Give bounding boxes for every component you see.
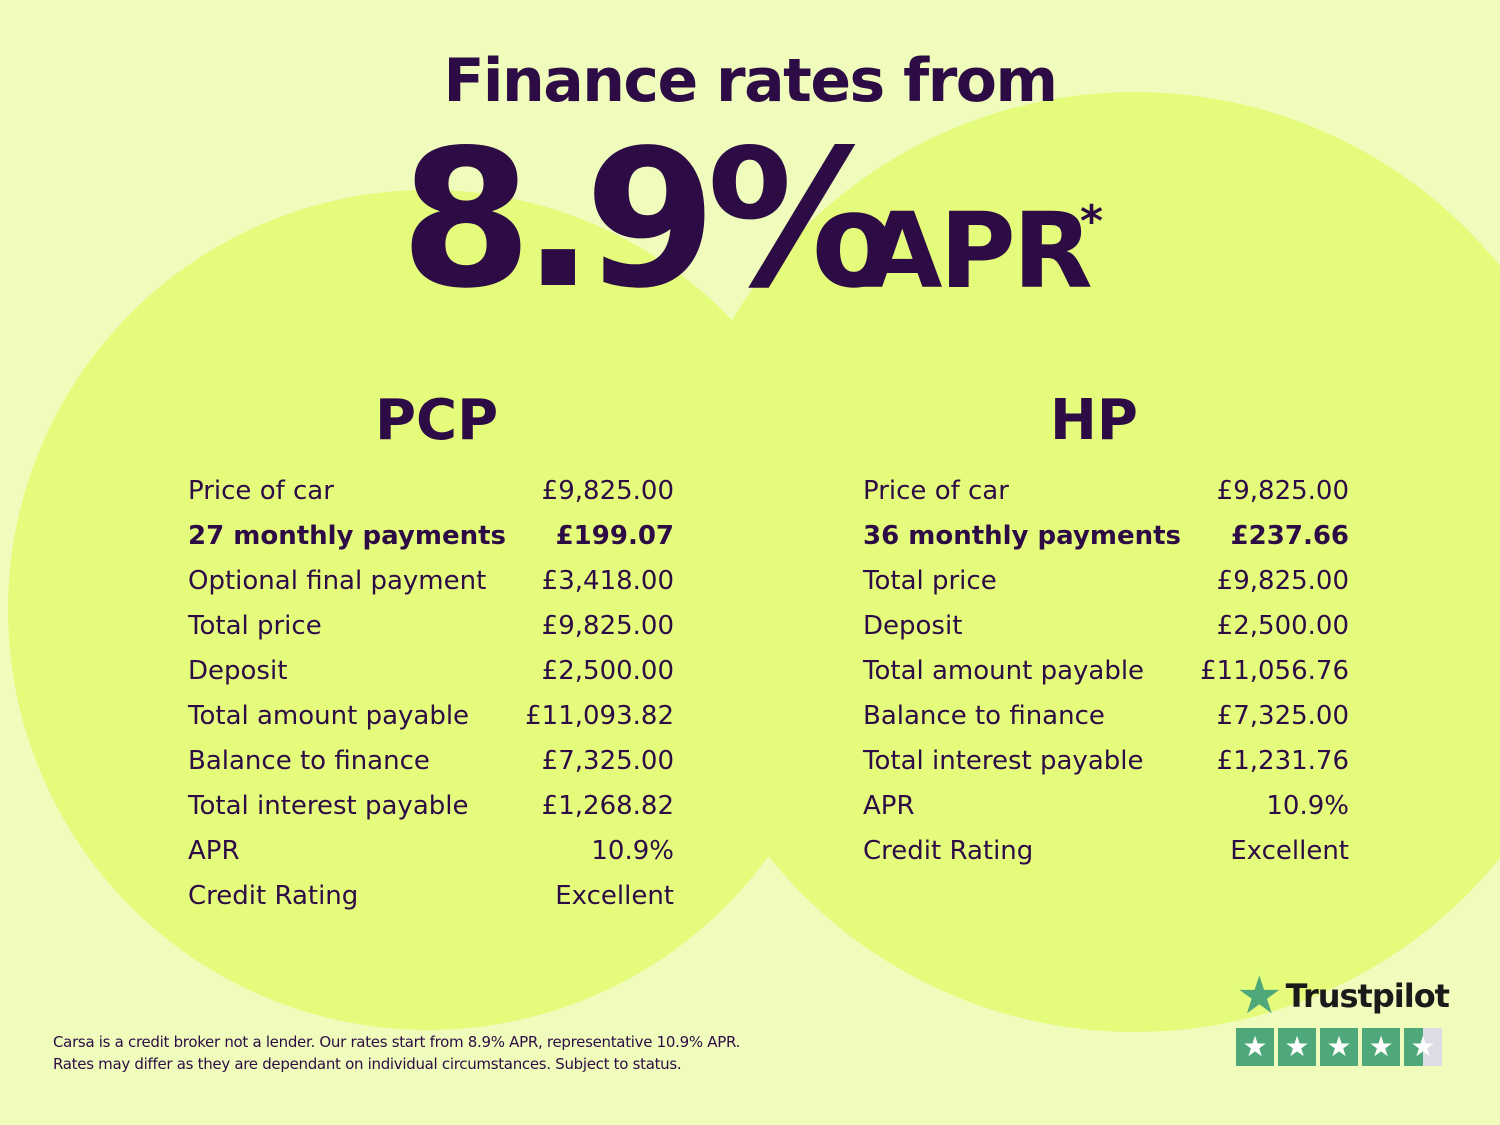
- row-label: Deposit: [863, 611, 963, 641]
- row-value: £7,325.00: [541, 746, 674, 776]
- row-label: Credit Rating: [188, 881, 359, 911]
- background-circle-right: [665, 92, 1500, 1032]
- disclaimer-line: Carsa is a credit broker not a lender. O…: [53, 1033, 740, 1051]
- trustpilot-rating: ★ ★ ★ ★ ★: [1236, 1028, 1446, 1066]
- row-label: Total amount payable: [863, 656, 1145, 686]
- row-label: Total interest payable: [863, 746, 1144, 776]
- row-value: £7,325.00: [1216, 701, 1349, 731]
- disclaimer: Carsa is a credit broker not a lender. O…: [53, 1031, 740, 1075]
- pcp-title: PCP: [375, 388, 499, 453]
- hp-title: HP: [1050, 388, 1138, 453]
- table-row: 36 monthly payments £237.66: [863, 517, 1349, 562]
- row-label: 27 monthly payments: [188, 521, 506, 551]
- headline: Finance rates from: [443, 46, 1058, 116]
- row-label: APR: [188, 836, 240, 866]
- row-label: Price of car: [188, 476, 334, 506]
- row-value: Excellent: [1230, 836, 1349, 866]
- row-value: £1,268.82: [541, 791, 674, 821]
- star-icon: ★: [1236, 966, 1283, 1026]
- table-row: Total interest payable £1,268.82: [188, 787, 674, 832]
- row-label: APR: [863, 791, 915, 821]
- table-row: 27 monthly payments £199.07: [188, 517, 674, 562]
- table-row: APR 10.9%: [863, 787, 1349, 832]
- row-value: £1,231.76: [1216, 746, 1349, 776]
- row-value: £2,500.00: [541, 656, 674, 686]
- rating-star-icon: ★: [1362, 1028, 1400, 1066]
- row-value: 10.9%: [1266, 791, 1349, 821]
- table-row: Price of car £9,825.00: [863, 472, 1349, 517]
- table-row: Total price £9,825.00: [188, 607, 674, 652]
- row-value: £9,825.00: [541, 476, 674, 506]
- row-label: Balance to finance: [863, 701, 1105, 731]
- table-row: Price of car £9,825.00: [188, 472, 674, 517]
- pcp-table: Price of car £9,825.00 27 monthly payments…: [188, 472, 674, 922]
- table-row: Balance to finance £7,325.00: [188, 742, 674, 787]
- row-value: £9,825.00: [1216, 476, 1349, 506]
- row-value: £3,418.00: [541, 566, 674, 596]
- table-row: Deposit £2,500.00: [863, 607, 1349, 652]
- table-row: Credit Rating Excellent: [863, 832, 1349, 877]
- disclaimer-line: Rates may differ as they are dependant o…: [53, 1055, 682, 1073]
- table-row: Total amount payable £11,056.76: [863, 652, 1349, 697]
- row-label: Total price: [188, 611, 322, 641]
- table-row: Total interest payable £1,231.76: [863, 742, 1349, 787]
- table-row: APR 10.9%: [188, 832, 674, 877]
- row-value: £2,500.00: [1216, 611, 1349, 641]
- table-row: Total price £9,825.00: [863, 562, 1349, 607]
- rating-star-icon: ★: [1404, 1028, 1442, 1066]
- row-label: Total price: [863, 566, 997, 596]
- row-value: £9,825.00: [541, 611, 674, 641]
- rating-star-icon: ★: [1236, 1028, 1274, 1066]
- row-label: Deposit: [188, 656, 288, 686]
- row-label: Optional final payment: [188, 566, 487, 596]
- row-value: £237.66: [1230, 521, 1349, 551]
- trustpilot-badge: ★ Trustpilot ★ ★ ★ ★ ★: [1236, 966, 1450, 1066]
- rate-suffix: APR: [862, 190, 1093, 312]
- trustpilot-name: Trustpilot: [1285, 977, 1450, 1015]
- row-label: 36 monthly payments: [863, 521, 1181, 551]
- row-value: £11,056.76: [1200, 656, 1349, 686]
- table-row: Total amount payable £11,093.82: [188, 697, 674, 742]
- rating-star-icon: ★: [1320, 1028, 1358, 1066]
- row-value: 10.9%: [591, 836, 674, 866]
- row-label: Total interest payable: [188, 791, 469, 821]
- asterisk: *: [1080, 196, 1104, 247]
- table-row: Balance to finance £7,325.00: [863, 697, 1349, 742]
- row-value: £11,093.82: [525, 701, 674, 731]
- table-row: Credit Rating Excellent: [188, 877, 674, 922]
- table-row: Optional final payment £3,418.00: [188, 562, 674, 607]
- rating-star-icon: ★: [1278, 1028, 1316, 1066]
- rate-figure: 8.9%: [400, 109, 897, 330]
- row-label: Total amount payable: [188, 701, 470, 731]
- row-value: £199.07: [555, 521, 674, 551]
- row-value: £9,825.00: [1216, 566, 1349, 596]
- row-label: Price of car: [863, 476, 1009, 506]
- table-row: Deposit £2,500.00: [188, 652, 674, 697]
- row-label: Balance to finance: [188, 746, 430, 776]
- background-circle-left: [8, 190, 848, 1030]
- hp-table: Price of car £9,825.00 36 monthly payments…: [863, 472, 1349, 877]
- row-value: Excellent: [555, 881, 674, 911]
- trustpilot-logo: ★ Trustpilot: [1236, 966, 1450, 1026]
- row-label: Credit Rating: [863, 836, 1034, 866]
